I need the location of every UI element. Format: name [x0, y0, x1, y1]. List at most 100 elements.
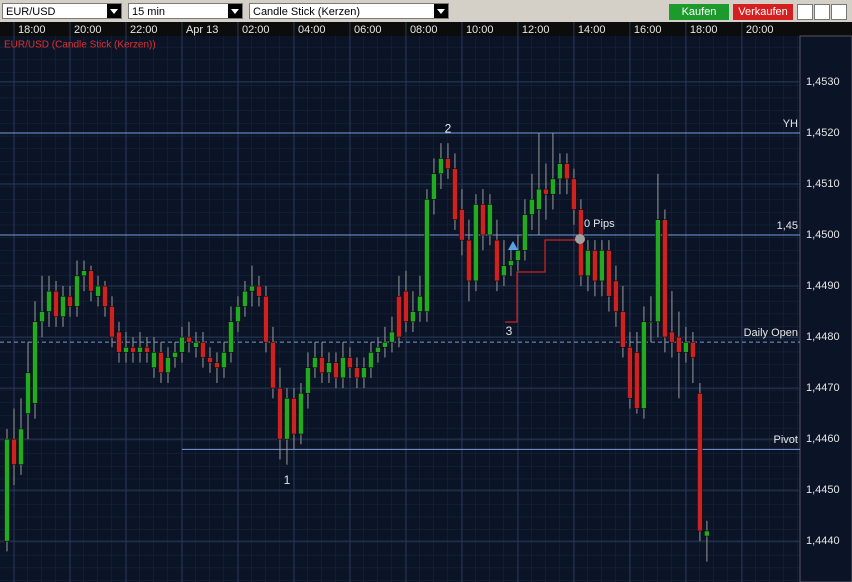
candle-body [494, 239, 500, 282]
candle-body [676, 336, 682, 353]
candle-body [704, 530, 710, 537]
candle-body [18, 428, 24, 465]
y-tick-label: 1,4490 [806, 280, 840, 292]
x-tick-label: 20:00 [746, 24, 774, 36]
y-tick-label: 1,4460 [806, 433, 840, 445]
candle-body [228, 321, 234, 353]
candle-body [641, 321, 647, 409]
x-tick-label: 14:00 [578, 24, 606, 36]
candle-body [396, 295, 402, 338]
candle-body [389, 331, 395, 343]
candle-body [207, 357, 213, 363]
candle-body [536, 188, 542, 210]
candle-body [522, 214, 528, 251]
candle-body [529, 199, 535, 215]
chart-type-select[interactable]: Candle Stick (Kerzen) [249, 3, 449, 19]
candle-body [403, 290, 409, 323]
draw-icon[interactable] [814, 4, 830, 20]
candle-body [550, 178, 556, 195]
cursor-icon[interactable] [831, 4, 847, 20]
candle-body [599, 250, 605, 282]
candle-body [39, 311, 45, 323]
trade-entry [508, 241, 518, 250]
level-label: Daily Open [744, 327, 798, 339]
candle-body [354, 367, 360, 379]
candle-body [200, 341, 206, 358]
candle-body [424, 199, 430, 312]
y-tick-label: 1,4530 [806, 76, 840, 88]
chart: YH 1,45 Daily Open Pivot 0 Pips EUR/USD (Ca… [0, 22, 852, 582]
sell-button[interactable]: Verkaufen [733, 4, 793, 20]
interval-select[interactable]: 15 min [128, 3, 243, 19]
candle-body [557, 163, 563, 180]
candle-body [382, 341, 388, 348]
buy-button[interactable]: Kaufen [669, 4, 729, 20]
candle-body [221, 352, 227, 368]
candle-body [172, 352, 178, 358]
annotation: 1 [284, 473, 291, 487]
candle-body [60, 295, 66, 317]
candle-body [487, 204, 493, 236]
x-tick-label: 12:00 [522, 24, 550, 36]
candle-body [46, 290, 52, 312]
candle-body [193, 341, 199, 348]
candle-body [291, 398, 297, 435]
chart-icon[interactable] [797, 4, 813, 20]
candle-body [319, 357, 325, 374]
candle-body [662, 219, 668, 338]
candle-body [508, 260, 514, 266]
candle-body [179, 336, 185, 353]
level-label: YH [783, 118, 798, 130]
candle-body [298, 392, 304, 435]
candle-body [242, 290, 248, 307]
candle-body [158, 352, 164, 374]
candle-body [564, 163, 570, 180]
price-axis [799, 35, 852, 582]
candle-body [312, 357, 318, 368]
x-tick-label: 06:00 [354, 24, 382, 36]
candle-body [613, 280, 619, 312]
y-tick-label: 1,4520 [806, 127, 840, 139]
candle-body [683, 341, 689, 353]
candle-body [102, 285, 108, 307]
candle-body [277, 387, 283, 440]
candle-body [466, 239, 472, 282]
candle-body [690, 341, 696, 358]
candle-body [627, 347, 633, 399]
candle-body [459, 209, 465, 241]
x-tick-label: 20:00 [74, 24, 102, 36]
time-axis-bar [0, 22, 852, 36]
x-tick-label: 04:00 [298, 24, 326, 36]
candle-body [137, 347, 143, 353]
interval: 15 min [132, 6, 166, 18]
candle-body [235, 306, 241, 323]
candle-body [263, 295, 269, 343]
trade-label: 0 Pips [584, 218, 615, 230]
candle-body [501, 265, 507, 277]
candle-body [123, 347, 129, 353]
x-tick-label: 08:00 [410, 24, 438, 36]
candle-body [53, 290, 59, 317]
candle-body [655, 219, 661, 323]
candle-body [480, 204, 486, 236]
candle-body [347, 357, 353, 368]
trade-marker [575, 234, 585, 244]
symbol: EUR/USD [6, 6, 56, 18]
candle-body [606, 250, 612, 297]
level-label: 1,45 [777, 220, 798, 232]
candle-body [697, 392, 703, 532]
candle-body [109, 306, 115, 338]
candle-body [333, 362, 339, 379]
candle-body [585, 250, 591, 277]
symbol-select[interactable]: EUR/USD [2, 3, 122, 19]
candle-body [144, 347, 150, 353]
candle-body [95, 285, 101, 297]
candle-body [130, 347, 136, 353]
candle-body [256, 285, 262, 297]
x-tick-label: Apr 13 [186, 24, 218, 36]
candle-body [284, 398, 290, 440]
candle-body [116, 331, 122, 353]
x-tick-label: 16:00 [634, 24, 662, 36]
x-tick-label: 02:00 [242, 24, 270, 36]
candle-body [326, 362, 332, 374]
